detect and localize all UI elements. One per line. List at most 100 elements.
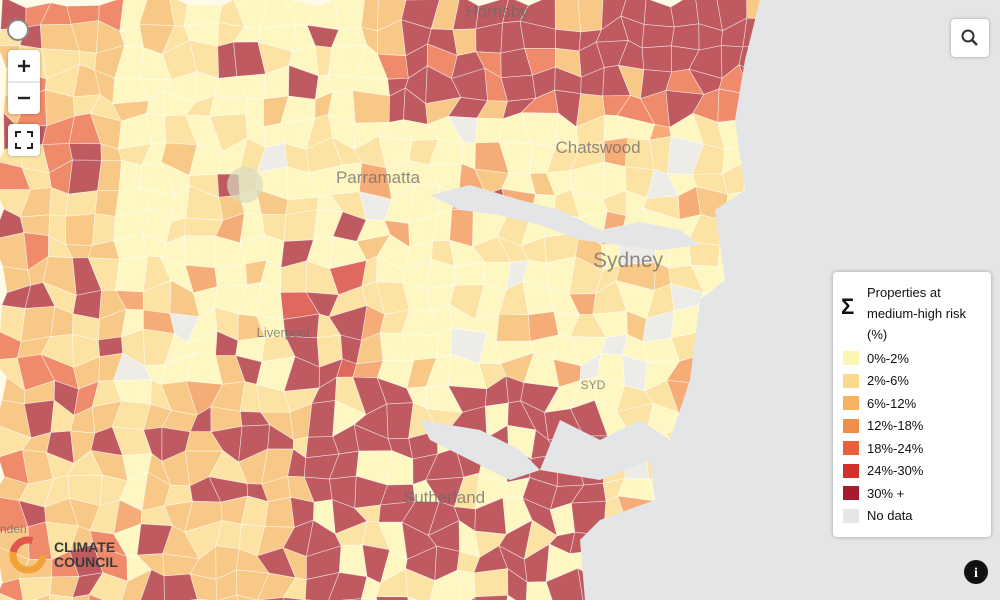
region[interactable] xyxy=(283,209,318,242)
region[interactable] xyxy=(352,90,391,124)
region[interactable] xyxy=(692,478,722,510)
region[interactable] xyxy=(785,408,810,434)
region[interactable] xyxy=(789,431,820,463)
locate-icon[interactable] xyxy=(7,19,29,41)
region[interactable] xyxy=(236,594,270,600)
region[interactable] xyxy=(475,117,504,144)
region[interactable] xyxy=(496,313,531,342)
region[interactable] xyxy=(766,342,787,359)
region[interactable] xyxy=(768,113,799,139)
region[interactable] xyxy=(765,0,795,23)
region[interactable] xyxy=(796,163,812,199)
region[interactable] xyxy=(569,531,604,555)
region[interactable] xyxy=(639,592,674,600)
region[interactable] xyxy=(762,165,798,199)
region[interactable] xyxy=(738,44,769,78)
region[interactable] xyxy=(737,358,768,387)
region[interactable] xyxy=(693,549,717,580)
region[interactable] xyxy=(500,74,537,102)
region[interactable] xyxy=(264,496,295,528)
region[interactable] xyxy=(712,551,746,580)
region[interactable] xyxy=(746,0,769,20)
region[interactable] xyxy=(601,595,632,600)
region[interactable] xyxy=(792,66,817,101)
region[interactable] xyxy=(283,597,309,600)
region[interactable] xyxy=(767,359,787,391)
region[interactable] xyxy=(645,447,676,480)
region[interactable] xyxy=(334,0,366,31)
region[interactable] xyxy=(713,377,747,401)
region[interactable] xyxy=(639,568,680,600)
region[interactable] xyxy=(736,549,774,583)
region[interactable] xyxy=(719,357,752,386)
region[interactable] xyxy=(507,567,528,600)
fullscreen-button[interactable] xyxy=(8,124,40,156)
region[interactable] xyxy=(617,543,656,580)
region[interactable] xyxy=(23,594,51,600)
region[interactable] xyxy=(768,429,793,462)
region[interactable] xyxy=(139,569,165,600)
region[interactable] xyxy=(787,257,816,285)
region[interactable] xyxy=(769,386,786,415)
region[interactable] xyxy=(671,543,696,577)
region[interactable] xyxy=(786,477,819,497)
region[interactable] xyxy=(624,455,650,480)
region[interactable] xyxy=(793,92,817,127)
region[interactable] xyxy=(375,596,415,600)
region[interactable] xyxy=(795,196,822,220)
region[interactable] xyxy=(0,578,25,600)
region[interactable] xyxy=(785,568,820,600)
region[interactable] xyxy=(641,24,675,49)
region[interactable] xyxy=(471,594,509,600)
region[interactable] xyxy=(737,384,770,407)
region[interactable] xyxy=(747,219,769,238)
region[interactable] xyxy=(764,74,797,104)
region[interactable] xyxy=(760,313,784,343)
region[interactable] xyxy=(0,232,29,271)
region[interactable] xyxy=(787,235,817,261)
region[interactable] xyxy=(690,507,723,537)
region[interactable] xyxy=(184,235,217,269)
region[interactable] xyxy=(473,568,509,598)
region[interactable] xyxy=(740,501,773,531)
region[interactable] xyxy=(673,447,698,484)
region[interactable] xyxy=(736,527,773,553)
region[interactable] xyxy=(626,428,647,461)
region[interactable] xyxy=(97,159,122,192)
region[interactable] xyxy=(575,435,608,463)
region[interactable] xyxy=(577,0,604,33)
region[interactable] xyxy=(744,576,775,600)
region[interactable] xyxy=(689,428,725,460)
region[interactable] xyxy=(789,460,820,484)
region[interactable] xyxy=(742,118,769,149)
region[interactable] xyxy=(786,522,819,558)
region[interactable] xyxy=(570,500,607,536)
region[interactable] xyxy=(718,425,748,460)
region[interactable] xyxy=(65,190,98,217)
region[interactable] xyxy=(792,46,818,74)
zoom-icons[interactable] xyxy=(8,50,40,114)
region[interactable] xyxy=(714,478,744,509)
region[interactable] xyxy=(547,435,585,458)
region[interactable] xyxy=(698,304,716,333)
region[interactable] xyxy=(214,263,248,288)
region[interactable] xyxy=(428,569,464,600)
region[interactable] xyxy=(68,159,102,195)
region[interactable] xyxy=(769,19,799,54)
region[interactable] xyxy=(795,23,818,55)
region[interactable] xyxy=(720,457,748,487)
region[interactable] xyxy=(739,340,767,366)
region[interactable] xyxy=(115,255,149,293)
region[interactable] xyxy=(764,45,799,76)
region[interactable] xyxy=(738,258,774,295)
region[interactable] xyxy=(688,399,720,432)
region[interactable] xyxy=(743,94,770,123)
region[interactable] xyxy=(189,573,218,600)
region[interactable] xyxy=(617,521,656,559)
region[interactable] xyxy=(717,233,749,267)
region[interactable] xyxy=(765,485,797,508)
region[interactable] xyxy=(689,457,725,484)
region[interactable] xyxy=(740,485,766,509)
region[interactable] xyxy=(742,136,774,177)
